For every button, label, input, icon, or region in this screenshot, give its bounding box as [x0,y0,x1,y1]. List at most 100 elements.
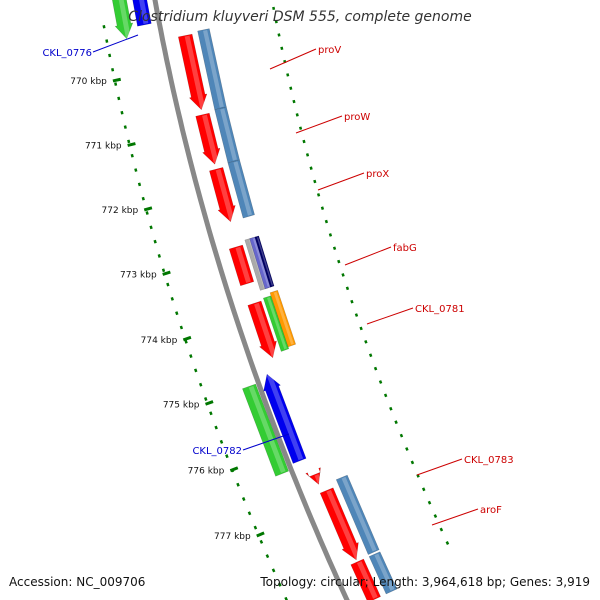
gene-ckl-0781-red[interactable] [247,300,277,359]
gene-next-blue[interactable] [368,551,398,595]
accession-text: Accession: NC_009706 [9,575,146,589]
gene-prow[interactable] [195,112,221,165]
gene-label-prow[interactable]: proW [344,112,370,123]
outer-tick-dot [345,286,350,291]
inner-tick-dot [114,82,118,86]
gene-label-prov[interactable]: proV [318,45,341,56]
outer-tick-dot [302,139,306,144]
outer-tick-dot [389,406,393,411]
outer-tick-dot [445,541,450,545]
major-tick [256,531,265,538]
leader-line-prox [317,172,365,191]
outer-tick-dot [427,500,432,505]
gene-ckl-0782-blue[interactable] [263,373,307,464]
gene-arof[interactable] [319,487,360,561]
leader-line-ckl-0781 [366,307,414,325]
outer-tick-dot [272,6,276,11]
inner-tick-dot [236,482,240,487]
inner-tick-dot [241,497,246,502]
inner-tick-dot [253,525,258,530]
gene-label-prox[interactable]: proX [366,169,389,180]
gene-label-ckl-0781[interactable]: CKL_0781 [415,304,465,315]
outer-tick-dot [337,259,341,264]
inner-tick-dot [105,39,109,43]
outer-tick-dot [421,487,426,492]
outer-tick-dot [320,206,325,210]
outer-tick-dot [280,46,284,50]
gene-arof-complement[interactable] [335,474,380,555]
outer-tick-dot [289,86,293,90]
gene-label-ckl-0783[interactable]: CKL_0783 [464,455,514,466]
gene-prox-complement[interactable] [227,159,255,219]
gene-prow-complement[interactable] [214,106,240,164]
inner-tick-dot [214,425,218,430]
gene-prov[interactable] [178,33,208,111]
inner-tick-dot [141,196,145,201]
outer-tick-dot [292,99,296,104]
outer-tick-dot [433,514,438,519]
inner-tick-dot [198,382,203,387]
inner-tick-dot [120,110,124,115]
tick-label-770-kbp: 770 kbp [70,77,107,87]
gene-fabg-navy[interactable] [254,235,275,288]
inner-tick-dot [271,568,276,573]
inner-tick-dot [265,554,270,559]
outer-tick-dot [286,73,290,77]
gene-label-ckl-0776[interactable]: CKL_0776 [42,48,92,59]
gene-ckl-0776[interactable] [112,0,134,40]
outer-tick-dot [277,33,281,37]
tick-label-775-kbp: 775 kbp [163,400,200,410]
gene-prox[interactable] [209,167,236,223]
outer-tick-dot [324,219,329,224]
leader-line-prow [295,115,343,134]
inner-tick-dot [117,96,121,101]
inner-tick-dot [166,282,170,287]
outer-tick-dot [299,126,303,130]
inner-tick-dot [137,182,142,187]
gene-features [112,0,398,600]
gene-ckl-0776-partner[interactable] [132,0,152,27]
tick-label-773-kbp: 773 kbp [120,270,157,280]
gene-ckl-0782[interactable] [242,383,289,477]
inner-tick-dot [194,368,198,373]
outer-tick-dot [410,460,415,465]
outer-tick-dot [378,380,383,384]
leader-line-ckl-0782 [242,433,290,451]
leader-line-ckl-0776 [92,34,139,53]
tick-label-772-kbp: 772 kbp [102,206,139,216]
gene-label-fabg[interactable]: fabG [393,243,417,254]
outer-tick-dot [399,433,404,438]
gene-fabg-red[interactable] [228,244,255,287]
major-tick [229,466,239,473]
outer-tick-dot [439,527,444,532]
gene-labels: CKL_0776 proV proW proX fabG CKL_0781 CKL_0782… [42,34,514,526]
tick-label-771-kbp: 771 kbp [85,141,122,151]
gene-ckl-0783[interactable] [305,467,322,485]
inner-tick-dot [259,539,264,544]
inner-tick-dot [102,24,106,29]
outer-tick-dot [405,447,409,451]
leader-line-ckl-0783 [416,458,463,476]
gene-label-arof[interactable]: aroF [480,505,502,516]
outer-tick-dot [295,113,299,117]
gene-ckl-0781-orange[interactable] [269,289,297,348]
tick-label-774-kbp: 774 kbp [141,336,178,346]
gene-next-red[interactable] [350,558,381,600]
map-title: Clostridium kluyveri DSM 555, complete g… [128,9,472,25]
inner-tick-dot [209,411,213,416]
inner-tick-dot [157,254,161,258]
gene-ckl-0781-green[interactable] [262,295,290,352]
inner-tick-dot [127,139,131,144]
inner-tick-dot [189,354,193,359]
inner-tick-dot [149,225,153,230]
leader-line-prov [269,48,317,70]
inner-tick-dot [153,239,157,244]
gene-label-ckl-0782[interactable]: CKL_0782 [192,446,242,457]
outer-tick-dot [309,166,313,170]
inner-tick-dot [225,454,229,459]
outer-tick-dot [354,313,359,317]
leader-line-arof [431,508,479,526]
major-tick [162,270,171,276]
inner-tick-dot [130,153,134,158]
